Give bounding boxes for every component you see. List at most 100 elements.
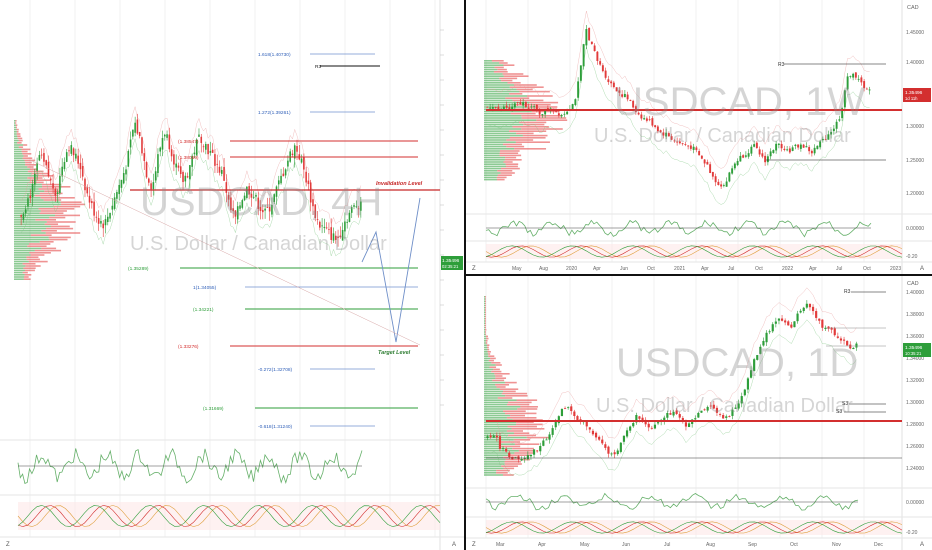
auto-scale-toggle-1w[interactable]: A (920, 266, 924, 272)
profile-sell (21, 150, 28, 153)
profile-buy (484, 353, 489, 355)
h4-candle (77, 155, 79, 164)
w1-candle (667, 133, 670, 137)
profile-buy (484, 386, 497, 388)
profile-sell (509, 130, 547, 132)
d1-candle (548, 434, 551, 440)
profile-buy (14, 175, 38, 177)
h4-candle (143, 153, 146, 162)
h4-candle (293, 145, 296, 159)
w1-candle (736, 160, 739, 166)
profile-buy (484, 137, 510, 139)
profile-buy (14, 197, 41, 199)
h4-candle (186, 176, 189, 178)
profile-buy (484, 134, 523, 137)
d1-candle (486, 436, 489, 439)
level-label: (1.38547) (178, 139, 199, 145)
profile-sell (496, 469, 510, 472)
d1-candle (818, 318, 821, 321)
profile-sell (18, 146, 24, 148)
profile-buy (484, 472, 497, 474)
h4-candle (330, 227, 333, 240)
profile-sell (485, 300, 486, 302)
profile-buy (484, 318, 485, 320)
profile-buy (14, 153, 23, 155)
w1-candle (656, 126, 659, 132)
chart-4h-canvas[interactable]: 1.618(1.40730) R3 1.272(1.39261) (1.38547) (… (0, 0, 464, 550)
profile-sell (516, 399, 538, 401)
w1-candle (700, 155, 703, 159)
profile-buy (484, 300, 486, 302)
chart-1d-canvas[interactable]: USDCAD, 1D U.S. Dollar / Canadian Dollar… (466, 276, 932, 550)
w1-candle (824, 139, 827, 141)
band-lower (487, 319, 857, 476)
timezone-marker[interactable]: Z (6, 542, 10, 548)
profile-buy (484, 351, 488, 353)
profile-buy (14, 177, 28, 179)
chart-pane-1d[interactable]: USDCAD, 1D U.S. Dollar / Canadian Dollar… (466, 276, 932, 550)
profile-buy (484, 302, 486, 305)
profile-sell (496, 386, 506, 388)
profile-sell (509, 86, 544, 88)
profile-buy (14, 276, 24, 278)
profile-buy (14, 128, 17, 131)
profile-buy (484, 392, 502, 395)
h4-candle (175, 163, 177, 168)
w1-candle (516, 102, 519, 104)
profile-sell (29, 179, 52, 181)
profile-sell (22, 157, 33, 159)
profile-sell (45, 232, 81, 234)
profile-sell (501, 392, 528, 395)
profile-sell (497, 397, 513, 399)
h4-candle (218, 166, 221, 173)
d1-candle (777, 318, 781, 321)
profile-sell (505, 163, 519, 165)
d1-candle (784, 320, 787, 323)
auto-scale-toggle-1d[interactable]: A (920, 542, 924, 548)
invalidation-label: Invalidation Level (376, 181, 423, 187)
timezone-marker-1d[interactable]: Z (472, 542, 476, 548)
profile-sell (39, 212, 64, 214)
chart-pane-1w[interactable]: USDCAD, 1W U.S. Dollar / Canadian Dollar… (466, 0, 932, 276)
w1-candle (816, 145, 819, 150)
profile-buy (14, 258, 27, 261)
profile-sell (506, 430, 524, 432)
d1-candle (768, 331, 771, 333)
profile-buy (484, 307, 486, 309)
profile-sell (514, 148, 547, 150)
w1-candle (560, 114, 563, 117)
level-label: 1.618(1.40730) (258, 52, 291, 58)
h4-candle (38, 155, 41, 161)
w1-candle (711, 172, 714, 177)
profile-buy (14, 126, 16, 129)
d1-candle (846, 340, 849, 346)
d1-candle (830, 327, 833, 330)
d1-candle (594, 432, 598, 438)
profile-buy (14, 135, 18, 137)
auto-scale-toggle[interactable]: A (452, 542, 456, 548)
levels-1d (486, 291, 902, 459)
d1-candle (852, 347, 855, 350)
h4-candle (84, 178, 86, 191)
d1-candle (796, 313, 799, 322)
w1-candle (797, 144, 800, 148)
timezone-marker-1w[interactable]: Z (472, 266, 476, 272)
profile-sell (30, 234, 52, 236)
profile-buy (484, 397, 498, 399)
chart-pane-4h[interactable]: 1.618(1.40730) R3 1.272(1.39261) (1.38547) (… (0, 0, 466, 550)
d1-candle (731, 409, 734, 416)
chart-1w-canvas[interactable]: USDCAD, 1W U.S. Dollar / Canadian Dollar… (466, 0, 932, 274)
profile-sell (495, 377, 507, 379)
d1-candle (694, 418, 697, 420)
h4-candle (173, 154, 175, 165)
h4-candle (91, 201, 93, 204)
h4-candle (220, 170, 223, 174)
profile-buy (484, 331, 486, 333)
w1-candle (623, 93, 626, 98)
pivot-r3-1d: R3 (844, 289, 851, 295)
profile-buy (484, 399, 517, 401)
h4-candle (24, 209, 27, 214)
profile-sell (25, 161, 32, 164)
profile-sell (488, 359, 494, 362)
profile-buy (484, 364, 496, 366)
